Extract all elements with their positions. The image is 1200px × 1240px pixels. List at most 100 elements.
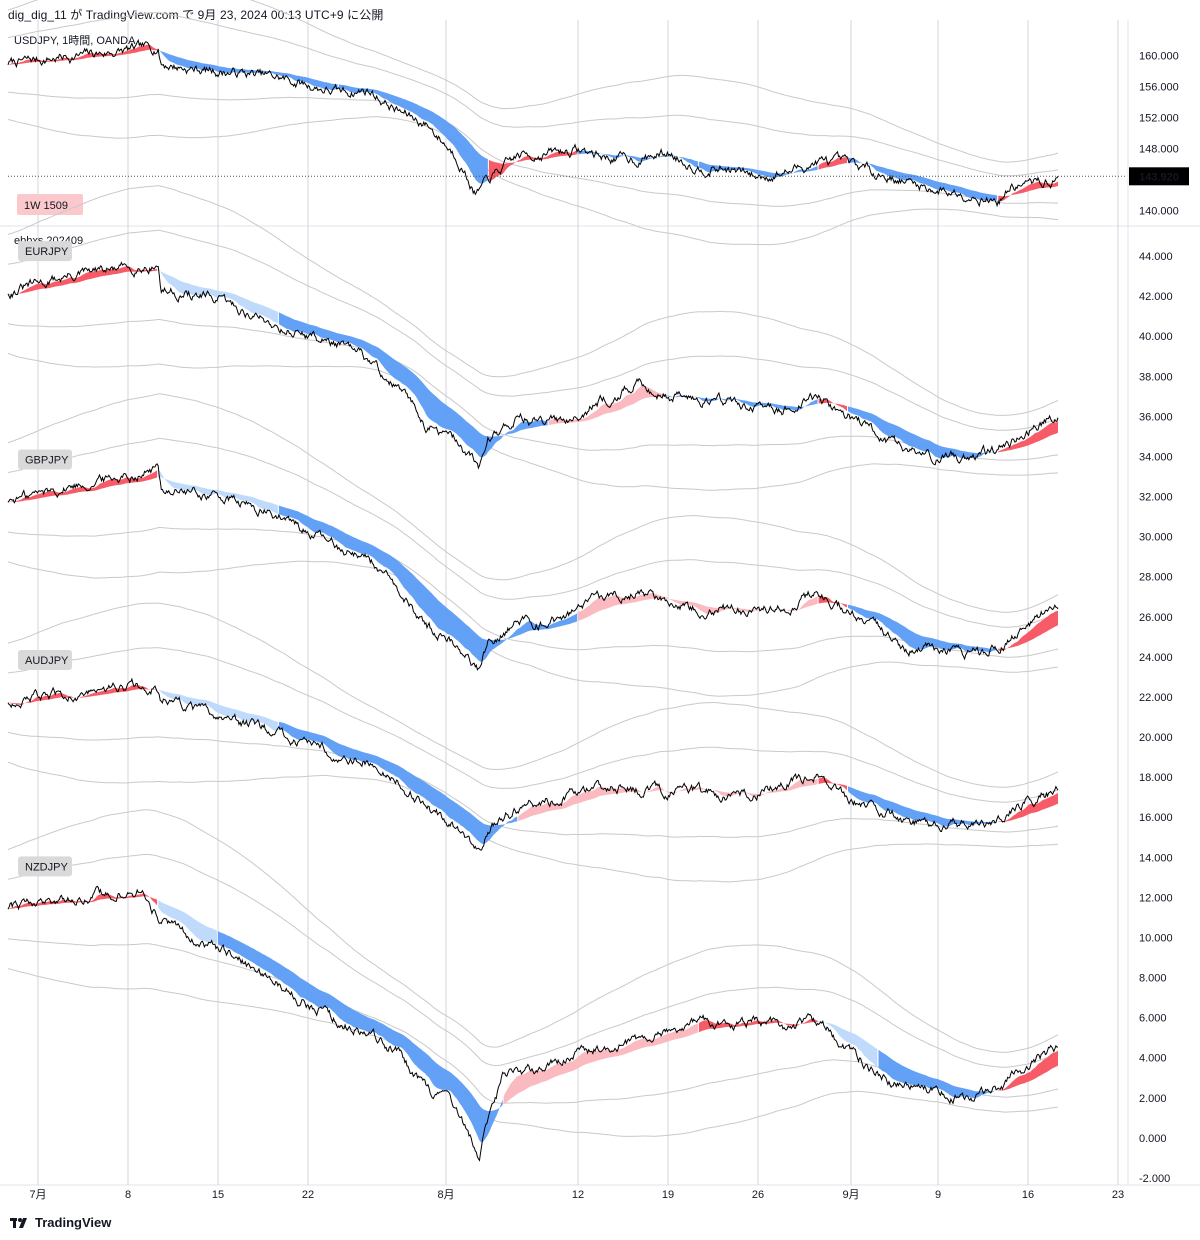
- price-line: [7, 677, 1059, 851]
- ribbon-segment-bear: [848, 157, 998, 201]
- time-tick-label: 8月: [437, 1189, 454, 1201]
- symbol-label: EURJPY: [25, 246, 69, 258]
- ribbon-segment-bear_light: [158, 268, 278, 324]
- price-tick-label: 26.000: [1139, 612, 1173, 624]
- price-tick-label: 32.000: [1139, 492, 1173, 504]
- ribbon-segment-bear: [278, 505, 578, 662]
- env-upper-1: [7, 437, 1059, 628]
- price-tick-label: 148.000: [1139, 143, 1179, 155]
- price-tick-label: 16.000: [1139, 812, 1173, 824]
- env-lower-1: [7, 91, 1059, 207]
- env-upper-2: [7, 185, 1059, 416]
- price-tick-label: 38.000: [1139, 371, 1173, 383]
- price-tick-label: 12.000: [1139, 892, 1173, 904]
- time-tick-label: 12: [572, 1189, 584, 1201]
- ribbon-segment-bull: [818, 398, 847, 412]
- price-tick-label: 30.000: [1139, 532, 1173, 544]
- ribbon-segment-bear: [218, 931, 503, 1143]
- ribbon-segment-bull: [8, 470, 158, 503]
- ribbon-segment-bear: [338, 84, 488, 184]
- env-upper-2: [7, 393, 1059, 613]
- symbol-label-box: [18, 449, 72, 470]
- price-line: [7, 463, 1059, 671]
- time-tick-label: 22: [302, 1189, 314, 1201]
- price-tick-label: 28.000: [1139, 572, 1173, 584]
- ribbon-segment-bear_light: [158, 689, 278, 731]
- symbol-label-box: [18, 649, 72, 670]
- time-tick-label: 8: [125, 1189, 131, 1201]
- price-tick-label: 0.000: [1139, 1133, 1167, 1145]
- ribbon-segment-bear: [698, 161, 818, 179]
- ribbon-segment-bull_light: [503, 1023, 698, 1105]
- price-tick-label: 152.000: [1139, 112, 1179, 124]
- time-tick-label: 7月: [29, 1189, 46, 1201]
- symbol-label-box: [18, 856, 72, 877]
- price-tick-label: 42.000: [1139, 291, 1173, 303]
- ribbon-segment-bull: [818, 157, 847, 170]
- ribbon-segment-bear: [878, 1049, 998, 1099]
- price-tick-label: 2.000: [1139, 1093, 1167, 1105]
- price-line: [7, 885, 1059, 1162]
- last-price-value: 143.920: [1139, 171, 1179, 183]
- env-lower-1: [7, 731, 1059, 838]
- env-lower-1: [7, 527, 1059, 658]
- ribbon-segment-bull_light: [518, 778, 818, 821]
- symbol-label: AUDJPY: [25, 655, 69, 667]
- env-upper-1: [7, 12, 1059, 177]
- ribbon-segment-bear: [848, 604, 998, 653]
- ribbon-segment-bull_light: [548, 386, 668, 426]
- ribbon-segment-bull: [998, 1050, 1058, 1091]
- ribbon-segment-bear: [848, 786, 998, 827]
- tradingview-logo-icon: [10, 1217, 30, 1229]
- ribbon-segment-bear: [278, 312, 548, 458]
- env-lower-2: [7, 968, 1059, 1137]
- env-lower-2: [7, 116, 1058, 246]
- price-tick-label: 4.000: [1139, 1053, 1167, 1065]
- env-upper-2: [7, 0, 1059, 163]
- symbol-label: GBPJPY: [25, 455, 69, 467]
- env-upper-1: [7, 229, 1059, 431]
- interval-badge-text: 1W 1509: [24, 200, 68, 212]
- price-tick-label: 20.000: [1139, 732, 1173, 744]
- time-tick-label: 9月: [842, 1189, 859, 1201]
- price-tick-label: 14.000: [1139, 852, 1173, 864]
- ribbon-segment-bear_light: [158, 900, 217, 944]
- price-tick-label: 18.000: [1139, 772, 1173, 784]
- top-pane: USDJPY, 1時間, OANDA 143.920 1W 1509: [7, 0, 1189, 246]
- env-upper-2: [7, 809, 1059, 1053]
- ribbon-segment-bear_light: [818, 1021, 878, 1067]
- price-tick-label: 160.000: [1139, 50, 1179, 62]
- price-line: [7, 38, 1059, 208]
- time-tick-label: 16: [1022, 1189, 1034, 1201]
- ribbon-segment-bull: [8, 893, 158, 910]
- env-lower-2: [7, 761, 1058, 883]
- symbol-label-box: [18, 241, 72, 262]
- env-lower-1: [7, 318, 1059, 461]
- ribbon-segment-bull: [8, 685, 158, 706]
- env-upper-1: [7, 647, 1059, 803]
- series-gbpjpy: GBPJPY: [7, 393, 1059, 697]
- ribbon-segment-bull: [998, 610, 1058, 651]
- price-tick-label: 156.000: [1139, 81, 1179, 93]
- ribbon-segment-bull: [998, 793, 1058, 822]
- top-pane-title: USDJPY, 1時間, OANDA: [14, 34, 136, 47]
- price-tick-label: 44.000: [1139, 251, 1173, 263]
- footer-brand[interactable]: TradingView: [10, 1215, 111, 1230]
- ribbon-segment-bull: [998, 181, 1058, 202]
- price-tick-label: 10.000: [1139, 932, 1173, 944]
- time-tick-label: 15: [212, 1189, 224, 1201]
- ribbon-segment-bull: [8, 44, 158, 65]
- env-lower-2: [7, 352, 1058, 491]
- price-tick-label: 24.000: [1139, 652, 1173, 664]
- axes-layer: 160.000156.000152.000148.000140.00044.00…: [29, 50, 1178, 1201]
- ribbon-segment-bear: [278, 721, 518, 845]
- last-price-tag: [1129, 167, 1189, 186]
- interval-badge: [17, 194, 83, 215]
- price-tick-label: 40.000: [1139, 331, 1173, 343]
- series-nzdjpy: NZDJPY: [7, 809, 1059, 1162]
- series-eurjpy: EURJPY: [7, 185, 1059, 491]
- price-tick-label: 34.000: [1139, 451, 1173, 463]
- env-lower-2: [7, 560, 1059, 697]
